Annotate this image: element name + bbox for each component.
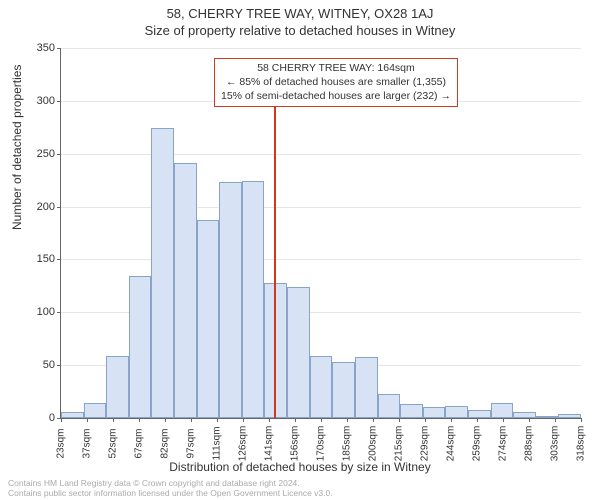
annotation-line-1: 58 CHERRY TREE WAY: 164sqm: [221, 61, 451, 75]
x-tick-mark: [217, 418, 218, 422]
x-tick-mark: [165, 418, 166, 422]
chart-container: 58, CHERRY TREE WAY, WITNEY, OX28 1AJ Si…: [0, 0, 600, 500]
y-tick-label: 250: [15, 148, 55, 160]
histogram-bar: [445, 406, 468, 418]
x-tick-mark: [295, 418, 296, 422]
x-tick-mark: [321, 418, 322, 422]
histogram-bar: [378, 394, 401, 418]
y-tick-label: 50: [15, 359, 55, 371]
x-tick-mark: [425, 418, 426, 422]
x-tick-mark: [61, 418, 62, 422]
x-tick-label: 156sqm: [290, 426, 301, 462]
y-tick-mark: [57, 207, 61, 208]
x-tick-label: 288sqm: [524, 426, 535, 462]
x-tick-mark: [347, 418, 348, 422]
x-tick-label: 318sqm: [576, 426, 587, 462]
x-tick-mark: [399, 418, 400, 422]
histogram-bar: [174, 163, 197, 418]
y-tick-mark: [57, 101, 61, 102]
x-tick-mark: [555, 418, 556, 422]
x-tick-label: 97sqm: [186, 426, 197, 462]
histogram-bar: [287, 287, 310, 418]
chart-area: 05010015020025030035023sqm37sqm52sqm67sq…: [60, 48, 580, 418]
y-tick-mark: [57, 312, 61, 313]
x-tick-label: 37sqm: [82, 426, 93, 462]
histogram-bar: [84, 403, 107, 418]
histogram-bar: [400, 404, 423, 418]
x-tick-label: 67sqm: [134, 426, 145, 462]
histogram-bar: [151, 128, 174, 418]
histogram-bar: [468, 410, 491, 418]
x-tick-label: 259sqm: [472, 426, 483, 462]
x-tick-mark: [191, 418, 192, 422]
grid-line: [61, 259, 581, 260]
x-tick-label: 244sqm: [446, 426, 457, 462]
histogram-bar: [491, 403, 514, 418]
x-tick-label: 229sqm: [420, 426, 431, 462]
x-tick-label: 215sqm: [394, 426, 405, 462]
x-tick-mark: [529, 418, 530, 422]
histogram-bar: [219, 182, 242, 418]
y-tick-label: 100: [15, 306, 55, 318]
x-tick-label: 126sqm: [238, 426, 249, 462]
histogram-bar: [106, 356, 129, 418]
x-tick-label: 170sqm: [316, 426, 327, 462]
footer-text: Contains HM Land Registry data © Crown c…: [8, 478, 333, 498]
x-tick-label: 200sqm: [368, 426, 379, 462]
histogram-bar: [355, 357, 378, 418]
histogram-bar: [197, 220, 220, 418]
y-tick-mark: [57, 154, 61, 155]
y-tick-label: 350: [15, 42, 55, 54]
y-tick-label: 0: [15, 412, 55, 424]
histogram-bar: [242, 181, 265, 418]
x-axis-label: Distribution of detached houses by size …: [0, 460, 600, 474]
title-sub: Size of property relative to detached ho…: [0, 21, 600, 38]
x-tick-label: 82sqm: [160, 426, 171, 462]
y-tick-mark: [57, 365, 61, 366]
histogram-bar: [558, 414, 581, 418]
y-tick-mark: [57, 48, 61, 49]
histogram-bar: [61, 412, 84, 418]
x-tick-label: 111sqm: [212, 426, 223, 462]
y-tick-label: 200: [15, 201, 55, 213]
histogram-bar: [423, 407, 446, 418]
grid-line: [61, 48, 581, 49]
x-tick-label: 141sqm: [264, 426, 275, 462]
x-tick-mark: [451, 418, 452, 422]
x-tick-mark: [87, 418, 88, 422]
y-tick-label: 300: [15, 95, 55, 107]
footer-line-2: Contains public sector information licen…: [8, 488, 333, 498]
grid-line: [61, 207, 581, 208]
histogram-bar: [129, 276, 152, 418]
annotation-line-3: 15% of semi-detached houses are larger (…: [221, 89, 451, 103]
histogram-bar: [332, 362, 355, 418]
footer-line-1: Contains HM Land Registry data © Crown c…: [8, 478, 333, 488]
annotation-box: 58 CHERRY TREE WAY: 164sqm ← 85% of deta…: [214, 58, 458, 107]
x-tick-mark: [243, 418, 244, 422]
y-tick-label: 150: [15, 253, 55, 265]
x-tick-label: 52sqm: [108, 426, 119, 462]
x-tick-mark: [581, 418, 582, 422]
annotation-line-2: ← 85% of detached houses are smaller (1,…: [221, 75, 451, 89]
title-main: 58, CHERRY TREE WAY, WITNEY, OX28 1AJ: [0, 0, 600, 21]
x-tick-label: 23sqm: [56, 426, 67, 462]
histogram-bar: [513, 412, 536, 418]
x-tick-label: 303sqm: [550, 426, 561, 462]
grid-line: [61, 154, 581, 155]
x-tick-label: 185sqm: [342, 426, 353, 462]
x-tick-mark: [373, 418, 374, 422]
x-tick-mark: [139, 418, 140, 422]
x-tick-mark: [477, 418, 478, 422]
x-tick-mark: [113, 418, 114, 422]
x-tick-mark: [269, 418, 270, 422]
y-tick-mark: [57, 259, 61, 260]
x-tick-label: 274sqm: [498, 426, 509, 462]
histogram-bar: [310, 356, 333, 418]
marker-line: [274, 104, 276, 418]
x-tick-mark: [503, 418, 504, 422]
